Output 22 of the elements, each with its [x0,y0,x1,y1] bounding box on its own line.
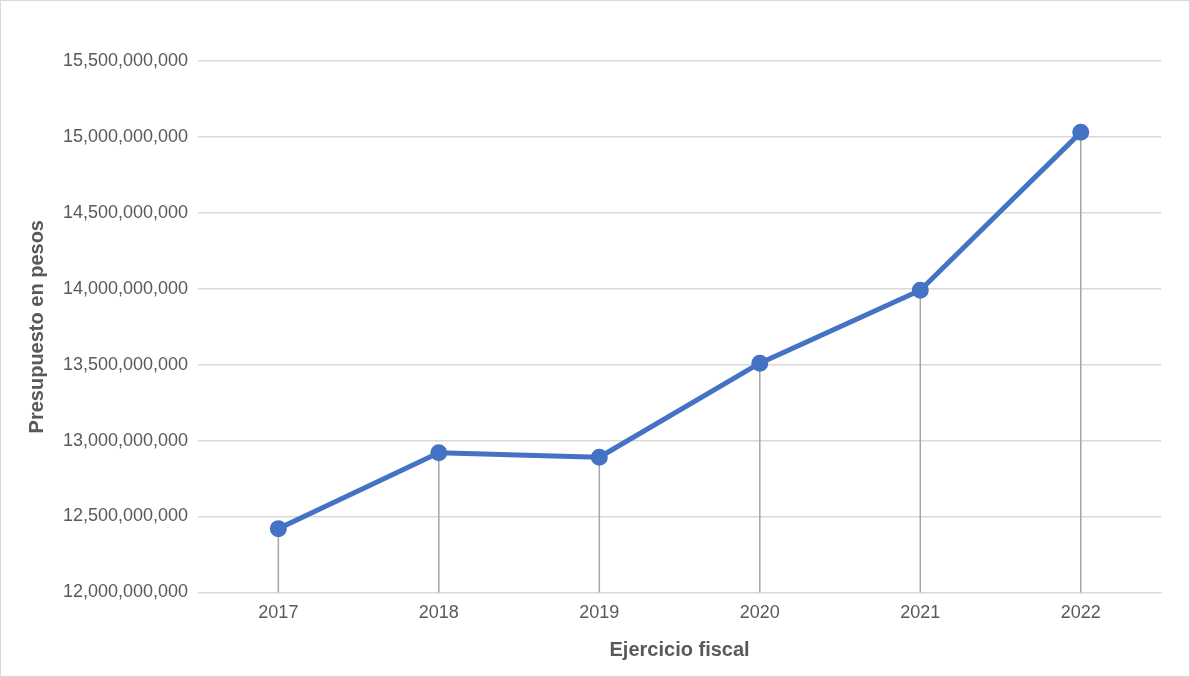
point [269,520,287,538]
x-tick-label: 2018 [418,602,459,623]
y-tick-label: 15,500,000,000 [63,49,189,70]
y-tick-label: 12,000,000,000 [63,581,189,602]
x-tick-label: 2021 [900,602,941,623]
y-tick-label: 14,000,000,000 [63,277,189,298]
point [430,444,448,462]
point [1072,123,1090,141]
point [911,281,929,299]
y-tick-label: 13,500,000,000 [63,353,189,374]
point [590,448,608,466]
x-axis-title: Ejercicio fiscal [609,637,750,660]
x-tick-label: 2017 [258,602,299,623]
x-tick-label: 2020 [739,602,780,623]
point [751,354,769,372]
y-axis-title: Presupuesto en pesos [24,220,47,434]
y-tick-label: 14,500,000,000 [63,201,189,222]
x-tick-label: 2019 [579,602,620,623]
x-tick-label: 2022 [1060,602,1101,623]
y-tick-label: 13,000,000,000 [63,429,189,450]
y-tick-label: 15,000,000,000 [63,125,189,146]
y-tick-label: 12,500,000,000 [63,505,189,526]
